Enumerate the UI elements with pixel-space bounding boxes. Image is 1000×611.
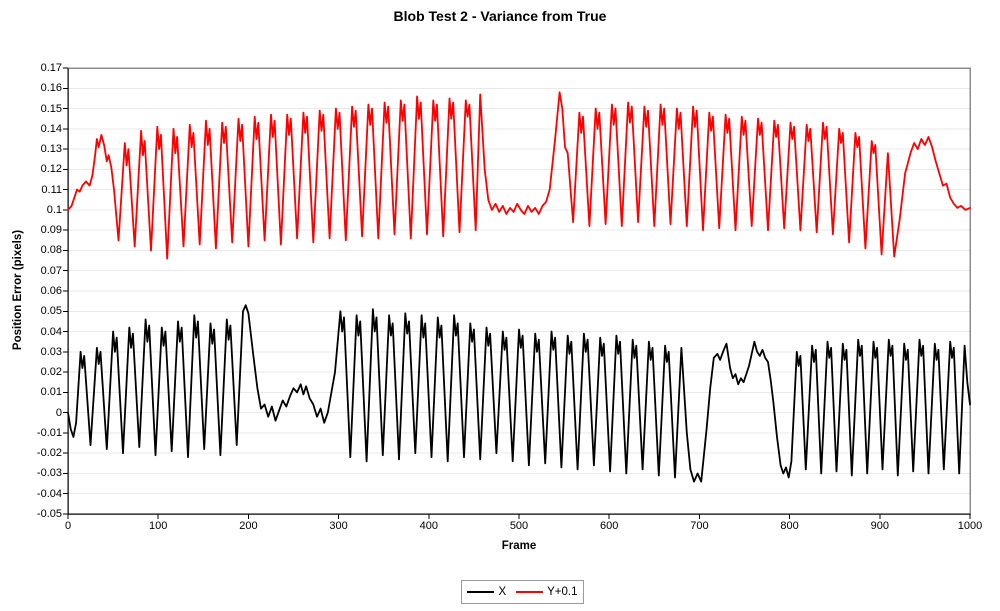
y-tick-label: 0.06 bbox=[40, 285, 62, 297]
y-tick-label: 0.01 bbox=[40, 386, 62, 399]
legend-label-x: X bbox=[498, 586, 507, 598]
x-tick-label: 300 bbox=[329, 520, 348, 532]
legend: X Y+0.1 bbox=[461, 580, 584, 604]
legend-line-sample-x bbox=[467, 591, 495, 593]
chart-title: Blob Test 2 - Variance from True bbox=[393, 8, 607, 24]
series-line-Y+0.1 bbox=[67, 91, 971, 260]
x-tick-label: 700 bbox=[690, 520, 709, 532]
legend-line-sample-y bbox=[516, 591, 544, 593]
x-tick-label: 0 bbox=[64, 520, 72, 532]
legend-label-y: Y+0.1 bbox=[547, 586, 578, 598]
x-tick-label: 400 bbox=[419, 520, 438, 532]
x-tick-label: 200 bbox=[239, 520, 258, 532]
y-tick-label: -0.01 bbox=[36, 426, 62, 439]
y-tick-label: 0.05 bbox=[40, 305, 62, 318]
y-tick-label: 0.12 bbox=[40, 163, 62, 176]
y-tick-label: -0.05 bbox=[36, 508, 62, 520]
series-line-X bbox=[67, 304, 971, 483]
y-tick-label: 0.08 bbox=[40, 244, 62, 257]
y-tick-label: 0.03 bbox=[40, 345, 62, 358]
y-tick-label: 0.15 bbox=[40, 102, 62, 115]
y-tick-label: 0.14 bbox=[40, 122, 62, 135]
x-tick-label: 500 bbox=[509, 520, 529, 532]
y-tick-label: 0.09 bbox=[40, 224, 62, 237]
x-tick-label: 900 bbox=[870, 520, 889, 532]
x-axis-title: Frame bbox=[501, 540, 537, 552]
y-tick-label: 0.13 bbox=[40, 143, 62, 156]
y-tick-label: 0 bbox=[55, 406, 62, 419]
x-tick-label: 100 bbox=[149, 520, 168, 532]
y-tick-label: -0.04 bbox=[36, 487, 62, 500]
y-tick-label: 0.16 bbox=[40, 82, 62, 95]
y-tick-label: 0.11 bbox=[41, 183, 62, 196]
x-tick-label: 1000 bbox=[957, 520, 983, 532]
y-tick-label: 0.04 bbox=[40, 325, 62, 338]
x-tick-label: 600 bbox=[600, 520, 619, 532]
y-tick-label: -0.02 bbox=[36, 447, 62, 460]
y-tick-label: 0.1 bbox=[46, 203, 62, 216]
y-tick-label: 0.07 bbox=[40, 264, 62, 277]
x-tick-label: 800 bbox=[780, 520, 799, 532]
y-tick-label: -0.03 bbox=[36, 467, 62, 480]
y-tick-label: 0.02 bbox=[40, 366, 62, 379]
y-tick-label: 0.17 bbox=[40, 62, 62, 74]
